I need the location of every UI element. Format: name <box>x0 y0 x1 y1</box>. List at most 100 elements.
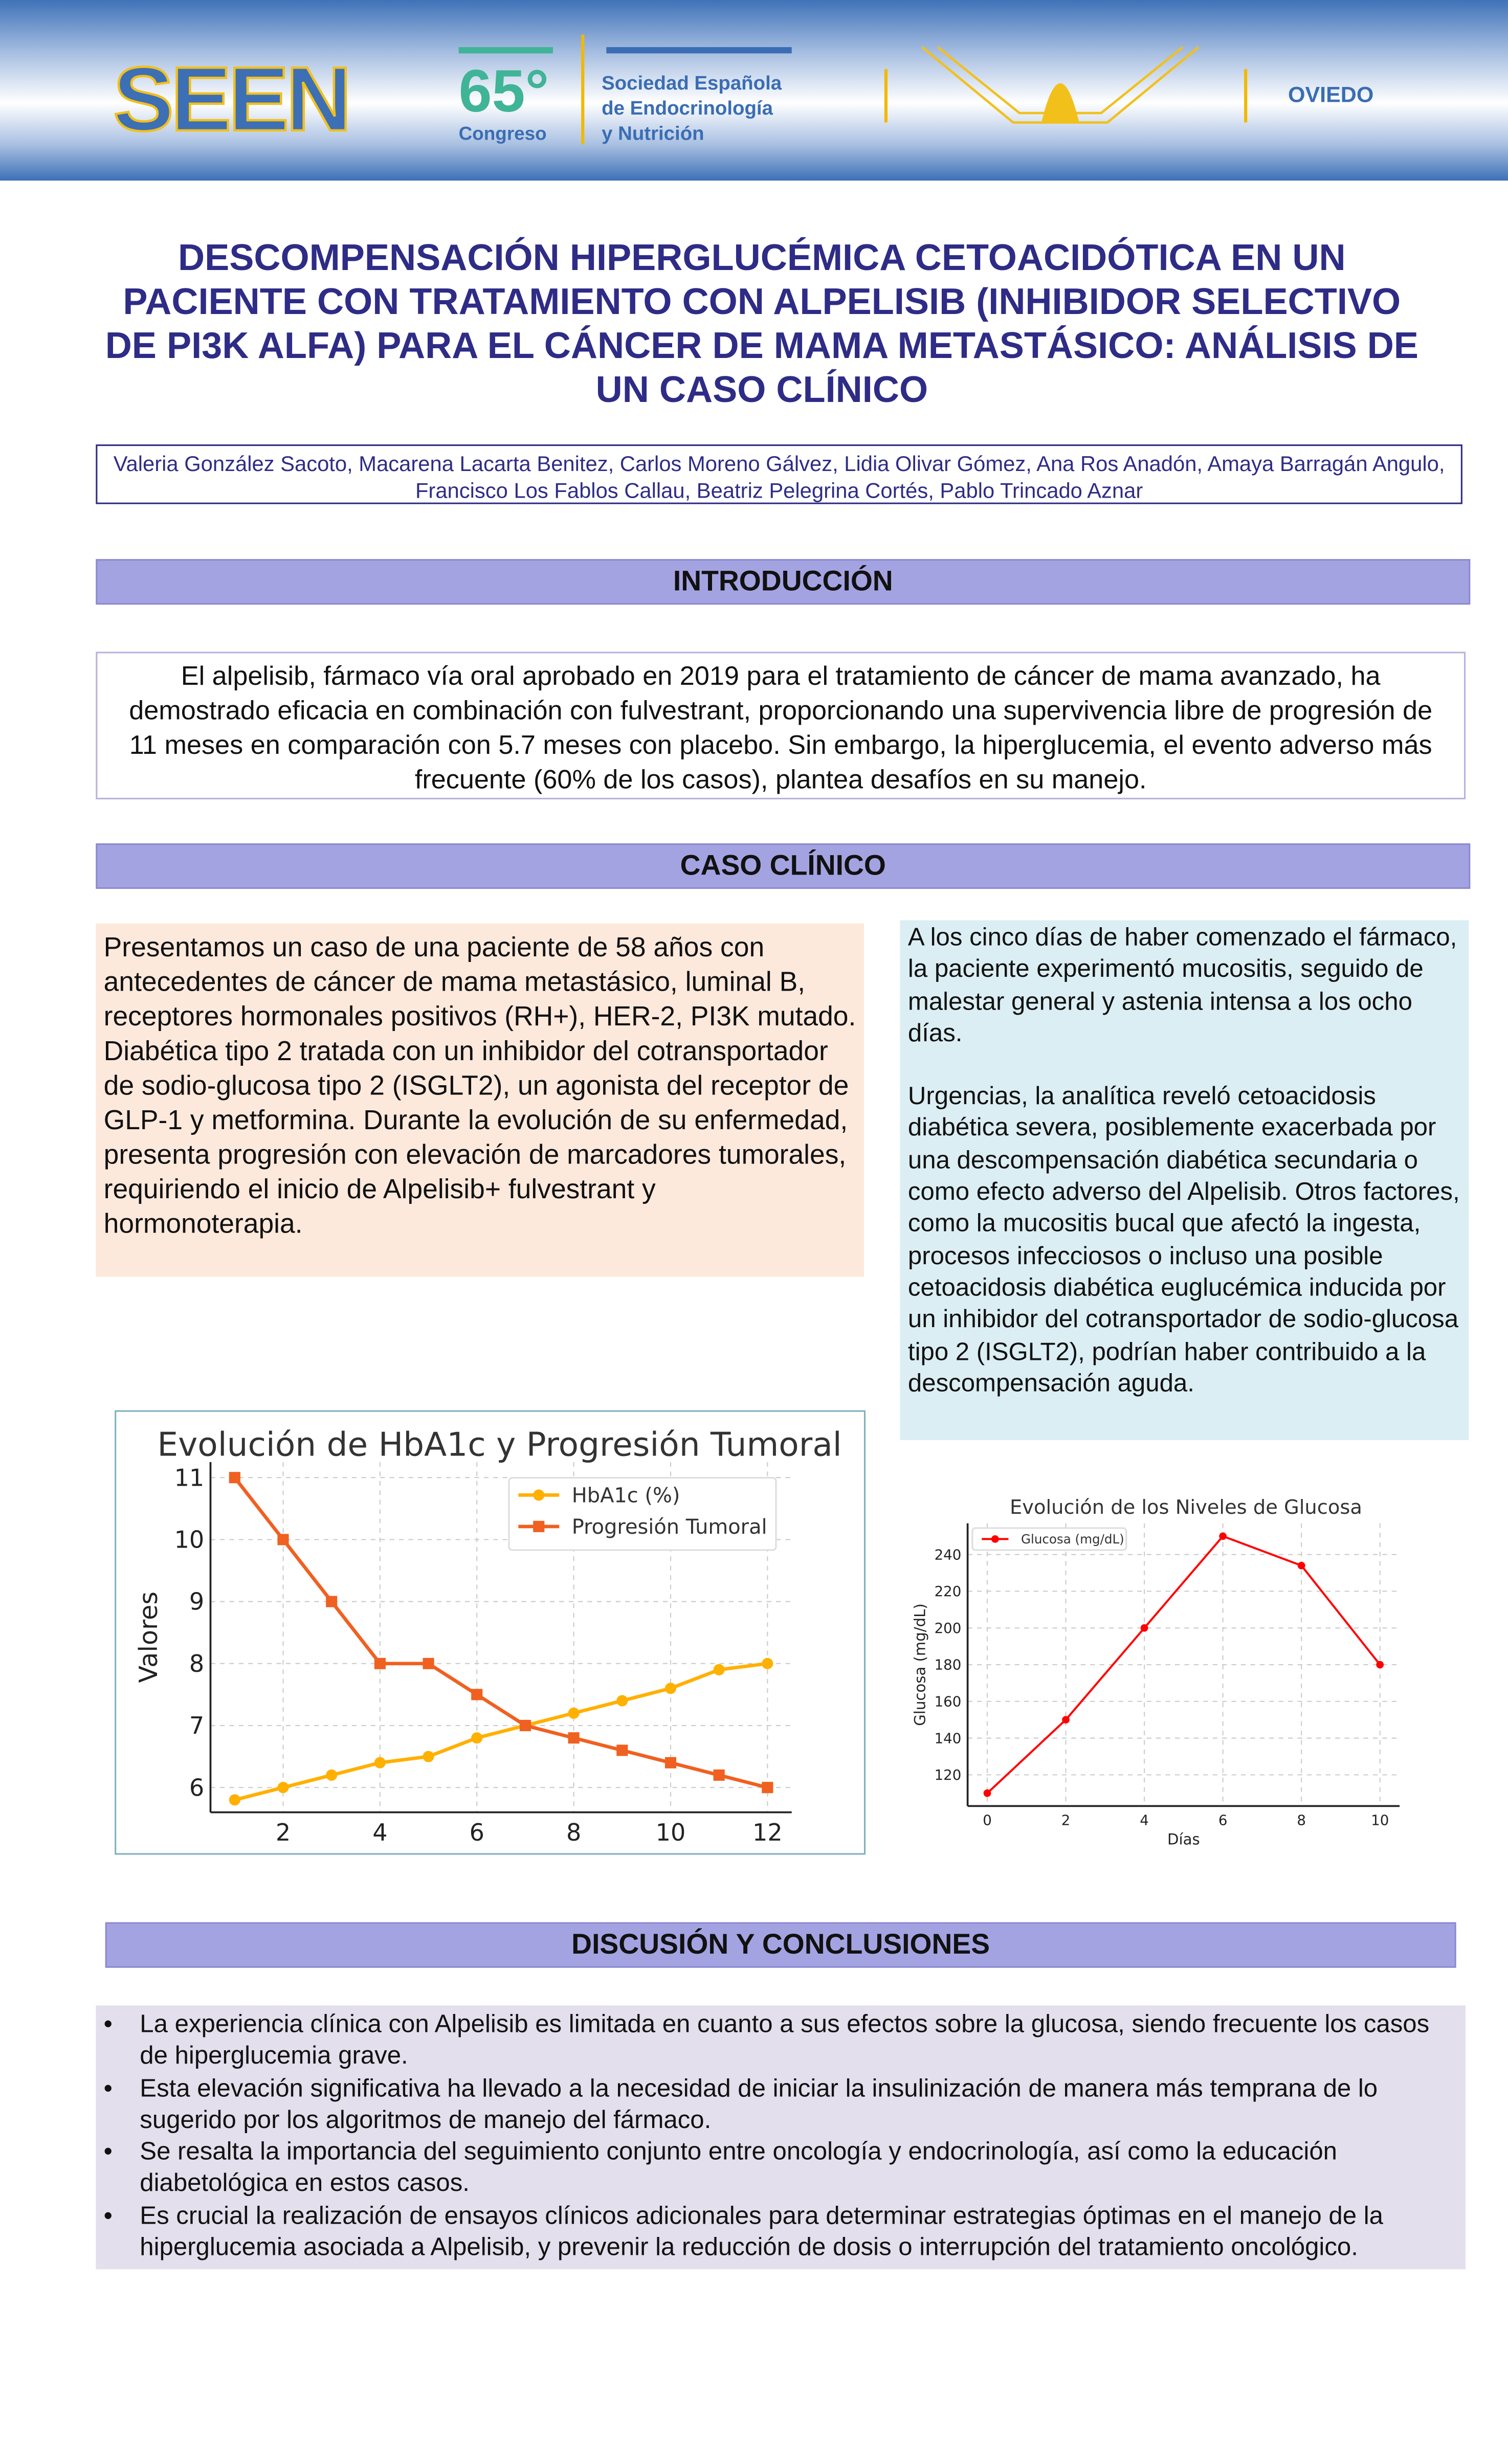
conclusion-item: Esta elevación significativa ha llevado … <box>104 2074 1459 2138</box>
x-tick-label: 6 <box>1218 1811 1228 1828</box>
header-banner: SEEN 65° Congreso Sociedad Española de E… <box>0 0 1508 181</box>
y-tick-label: 160 <box>935 1693 962 1710</box>
conclusion-item: Se resalta la importancia del seguimient… <box>104 2138 1459 2202</box>
data-point <box>229 1472 240 1484</box>
discussion-heading: DISCUSIÓN Y CONCLUSIONES <box>105 1922 1456 1968</box>
x-tick-label: 4 <box>1140 1811 1149 1828</box>
discussion-box: La experiencia clínica con Alpelisib es … <box>96 2005 1466 2270</box>
glucose-chart: Evolución de los Niveles de Glucosa 0 2 4 6 8… <box>903 1484 1409 1853</box>
case-right-paragraph: A los cinco días de haber comenzado el f… <box>907 925 1457 1047</box>
seen-logo: SEEN <box>112 48 353 152</box>
x-tick-label: 10 <box>1371 1811 1389 1828</box>
data-point <box>1219 1532 1227 1540</box>
society-line: y Nutrición <box>602 122 704 145</box>
data-point <box>277 1782 289 1794</box>
data-point <box>471 1732 483 1744</box>
x-tick-label: 4 <box>372 1819 387 1846</box>
y-tick-label: 6 <box>189 1774 204 1801</box>
x-tick-label: 8 <box>566 1819 581 1846</box>
data-point <box>374 1757 386 1768</box>
legend-marker <box>991 1535 999 1543</box>
data-point <box>762 1782 773 1794</box>
data-point <box>713 1664 725 1675</box>
data-point <box>374 1657 386 1669</box>
decor-line <box>606 47 792 54</box>
data-point <box>762 1657 773 1669</box>
x-tick-label: 0 <box>983 1811 992 1828</box>
y-axis-label: Valores <box>134 1592 163 1683</box>
chart-title: Evolución de los Niveles de Glucosa <box>1010 1496 1362 1519</box>
building-logo-icon <box>921 46 1200 124</box>
data-point <box>983 1789 991 1797</box>
x-tick-label: 2 <box>276 1819 291 1846</box>
data-point <box>1376 1661 1384 1669</box>
data-point <box>616 1695 628 1707</box>
data-point <box>229 1794 240 1806</box>
series-line <box>233 1476 768 1789</box>
data-point <box>664 1683 677 1694</box>
data-point <box>326 1769 338 1781</box>
case-right-box: A los cinco días de haber comenzado el f… <box>900 920 1469 1440</box>
data-point <box>471 1689 483 1700</box>
conclusion-item: La experiencia clínica con Alpelisib es … <box>104 2010 1459 2074</box>
data-point <box>277 1534 289 1545</box>
y-tick-label: 220 <box>935 1583 962 1600</box>
y-tick-label: 11 <box>174 1464 205 1491</box>
society-line: Sociedad Española <box>602 72 782 95</box>
data-point <box>1140 1624 1148 1632</box>
y-tick-label: 120 <box>935 1766 962 1783</box>
legend-box <box>508 1477 777 1551</box>
legend-label: HbA1c (%) <box>572 1484 680 1507</box>
y-tick-label: 140 <box>935 1730 962 1746</box>
y-tick-label: 200 <box>935 1620 962 1637</box>
y-tick-label: 9 <box>189 1588 204 1616</box>
legend-marker <box>533 1520 545 1532</box>
society-name: Sociedad Española de Endocrinología y Nu… <box>602 71 782 146</box>
y-tick-label: 8 <box>189 1650 204 1677</box>
data-point <box>568 1732 580 1744</box>
intro-heading: INTRODUCCIÓN <box>96 559 1471 605</box>
case-left-text: Presentamos un caso de una paciente de 5… <box>96 923 864 1277</box>
y-tick-label: 240 <box>935 1546 962 1563</box>
series-line <box>986 1535 1381 1794</box>
x-tick-label: 2 <box>1061 1811 1071 1828</box>
x-tick-label: 8 <box>1297 1811 1306 1828</box>
legend-label: Progresión Tumoral <box>572 1515 767 1539</box>
legend-label: Glucosa (mg/dL) <box>1021 1532 1124 1547</box>
divider <box>1244 69 1248 123</box>
x-tick-label: 6 <box>470 1819 484 1846</box>
x-tick-label: 10 <box>656 1819 686 1846</box>
congress-label: Congreso <box>458 122 547 145</box>
y-tick-label: 7 <box>189 1712 204 1739</box>
data-point <box>664 1757 677 1768</box>
data-point <box>423 1657 434 1669</box>
x-axis-label: Días <box>1167 1831 1200 1848</box>
legend-box <box>971 1527 1127 1551</box>
data-point <box>713 1769 725 1781</box>
y-tick-label: 10 <box>174 1526 205 1554</box>
city-label: OVIEDO <box>1288 81 1374 107</box>
series-line <box>234 1662 768 1802</box>
data-point <box>519 1719 531 1732</box>
case-heading: CASO CLÍNICO <box>96 843 1471 889</box>
authors: Valeria González Sacoto, Macarena Lacart… <box>96 444 1462 504</box>
divider <box>884 69 888 123</box>
hba1c-chart: Evolución de HbA1c y Progresión Tumoral 2… <box>115 1410 866 1855</box>
x-tick-label: 12 <box>752 1819 783 1846</box>
data-point <box>1062 1716 1070 1724</box>
y-axis-label: Glucosa (mg/dL) <box>912 1603 929 1726</box>
case-right-paragraph: Urgencias, la analítica reveló cetoacido… <box>907 1084 1460 1398</box>
data-point <box>423 1751 434 1762</box>
data-point <box>1297 1561 1305 1570</box>
poster-title: DESCOMPENSACIÓN HIPERGLUCÉMICA CETOACIDÓ… <box>105 237 1418 410</box>
congress-number: 65° <box>458 59 549 126</box>
conclusion-item: Es crucial la realización de ensayos clí… <box>104 2202 1459 2266</box>
data-point <box>568 1707 580 1719</box>
decor-line <box>458 47 553 54</box>
y-tick-label: 180 <box>935 1656 962 1673</box>
data-point <box>326 1596 338 1607</box>
divider <box>581 34 585 145</box>
data-point <box>616 1744 628 1756</box>
society-line: de Endocrinología <box>602 97 773 120</box>
